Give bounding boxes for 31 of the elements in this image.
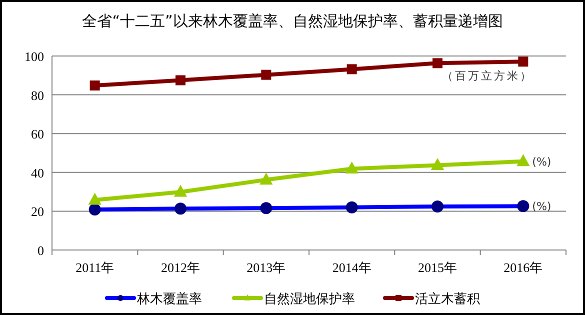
x-tick-label: 2013年 (246, 260, 286, 275)
point (88, 192, 102, 205)
point (432, 58, 442, 68)
point (176, 75, 186, 86)
chart-title: 全省“十二五”以来林木覆盖率、自然湿地保护率、蓄积量递增图 (82, 12, 503, 30)
x-tick-label: 2014年 (332, 260, 372, 275)
y-tick-label: 0 (38, 243, 44, 258)
point (516, 154, 530, 166)
x-tick-label: 2015年 (418, 260, 457, 275)
point (430, 158, 444, 170)
y-tick-label: 80 (31, 88, 44, 103)
annotation: (%) (532, 155, 552, 168)
annotation: （百万立方米） (442, 70, 534, 83)
x-tick-label: 2012年 (161, 260, 200, 275)
point (174, 184, 188, 197)
y-tick-label: 20 (31, 204, 44, 220)
x-tick-label: 2011年 (76, 260, 114, 275)
legend-label: 林木覆盖率 (136, 291, 202, 307)
y-tick-label: 60 (31, 126, 44, 142)
legend-label: 自然湿地保护率 (264, 291, 355, 307)
x-tick-label: 2016年 (504, 260, 543, 275)
point (261, 70, 272, 80)
legend-label: 活立木蓄积 (415, 291, 480, 307)
point (345, 162, 358, 174)
annotation: (%) (532, 200, 552, 214)
point (518, 56, 528, 67)
point (346, 64, 357, 74)
y-tick-label: 40 (31, 165, 44, 180)
point (260, 172, 273, 185)
point (90, 80, 100, 90)
y-tick-label: 100 (24, 49, 44, 64)
